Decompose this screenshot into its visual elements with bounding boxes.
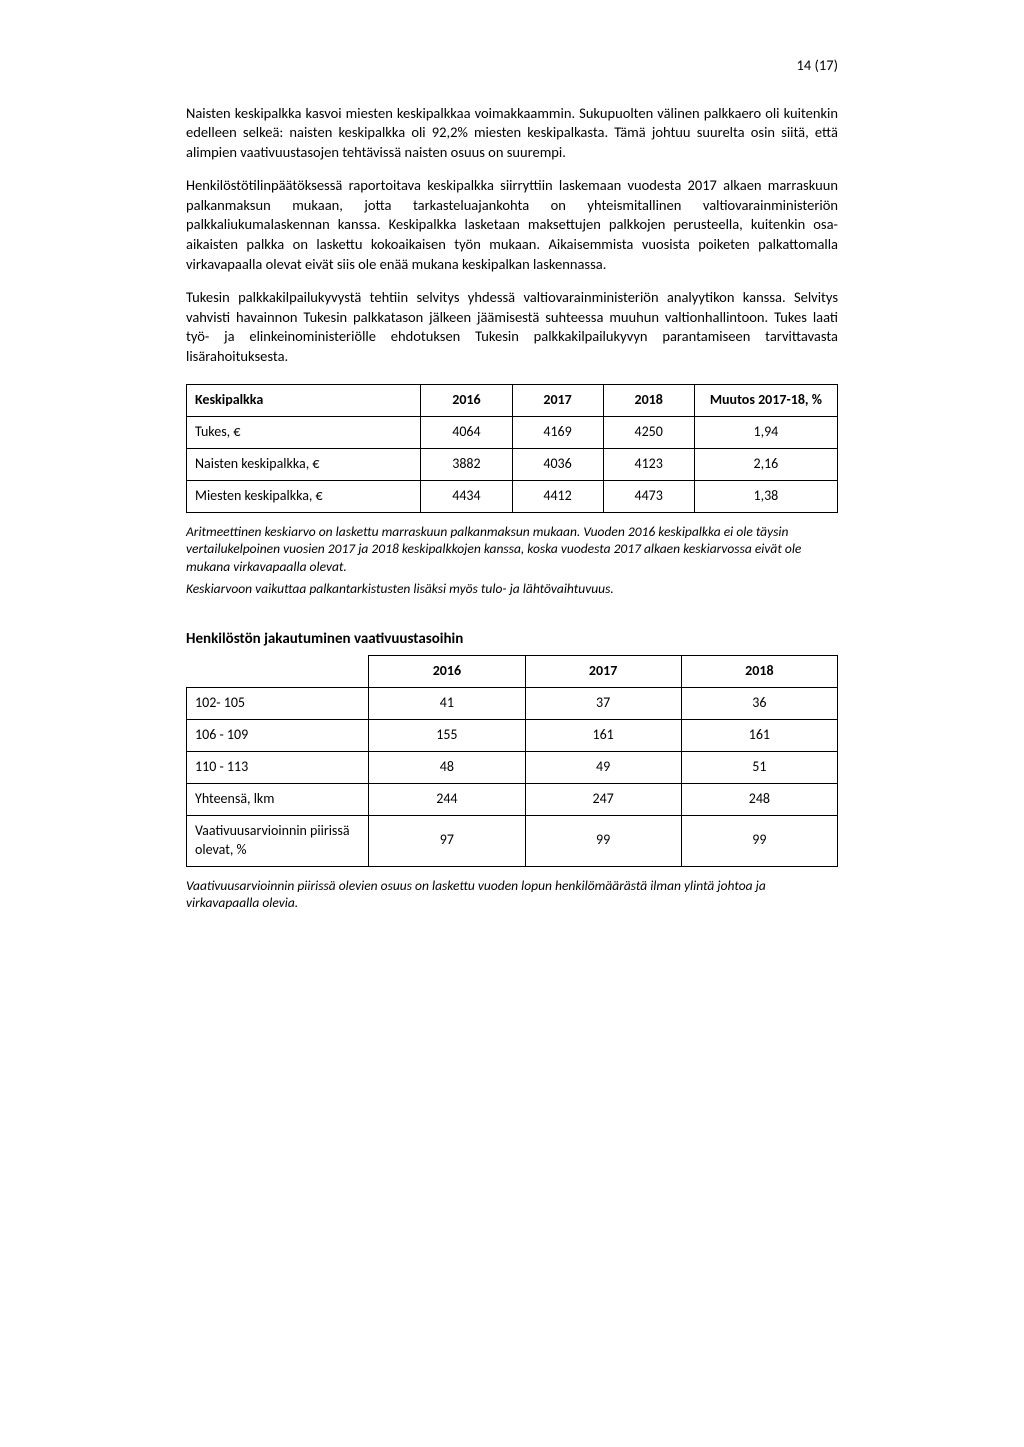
col-header: 2017: [525, 656, 681, 688]
cell-value: 4412: [512, 480, 603, 512]
col-header-blank: [187, 656, 369, 688]
col-header: 2017: [512, 385, 603, 417]
cell-label: Vaativuusarvioinnin piirissä olevat, %: [187, 815, 369, 866]
cell-value: 99: [681, 815, 837, 866]
table-vaativuustasot: 2016 2017 2018 102- 105 41 37 36 106 - 1…: [186, 655, 838, 866]
cell-value: 1,38: [694, 480, 837, 512]
table-row: 102- 105 41 37 36: [187, 688, 838, 720]
cell-value: 99: [525, 815, 681, 866]
cell-value: 1,94: [694, 417, 837, 449]
table-row: Miesten keskipalkka, € 4434 4412 4473 1,…: [187, 480, 838, 512]
cell-value: 161: [681, 720, 837, 752]
paragraph-3: Tukesin palkkakilpailukyvystä tehtiin se…: [186, 288, 838, 366]
cell-value: 3882: [421, 449, 512, 481]
cell-value: 97: [369, 815, 525, 866]
cell-value: 4250: [603, 417, 694, 449]
cell-value: 247: [525, 783, 681, 815]
cell-value: 41: [369, 688, 525, 720]
cell-value: 4036: [512, 449, 603, 481]
cell-value: 51: [681, 751, 837, 783]
cell-label: Miesten keskipalkka, €: [187, 480, 421, 512]
table-row: Tukes, € 4064 4169 4250 1,94: [187, 417, 838, 449]
cell-value: 4169: [512, 417, 603, 449]
cell-label: 102- 105: [187, 688, 369, 720]
cell-value: 4064: [421, 417, 512, 449]
cell-value: 49: [525, 751, 681, 783]
col-header: Keskipalkka: [187, 385, 421, 417]
table-row: Yhteensä, lkm 244 247 248: [187, 783, 838, 815]
cell-value: 2,16: [694, 449, 837, 481]
col-header: 2016: [369, 656, 525, 688]
table-row: 110 - 113 48 49 51: [187, 751, 838, 783]
table-header-row: 2016 2017 2018: [187, 656, 838, 688]
cell-label: 106 - 109: [187, 720, 369, 752]
col-header: 2018: [681, 656, 837, 688]
table1-note-2: Keskiarvoon vaikuttaa palkantarkistusten…: [186, 580, 838, 598]
cell-value: 4434: [421, 480, 512, 512]
section-title-vaativuus: Henkilöstön jakautuminen vaativuustasoih…: [186, 629, 838, 649]
table-row: Naisten keskipalkka, € 3882 4036 4123 2,…: [187, 449, 838, 481]
cell-label: Naisten keskipalkka, €: [187, 449, 421, 481]
cell-value: 161: [525, 720, 681, 752]
paragraph-1: Naisten keskipalkka kasvoi miesten keski…: [186, 104, 838, 163]
cell-value: 244: [369, 783, 525, 815]
cell-value: 4473: [603, 480, 694, 512]
table-row: Vaativuusarvioinnin piirissä olevat, % 9…: [187, 815, 838, 866]
table-row: 106 - 109 155 161 161: [187, 720, 838, 752]
col-header: 2016: [421, 385, 512, 417]
col-header: Muutos 2017-18, %: [694, 385, 837, 417]
cell-label: Yhteensä, lkm: [187, 783, 369, 815]
table-keskipalkka: Keskipalkka 2016 2017 2018 Muutos 2017-1…: [186, 384, 838, 513]
cell-value: 4123: [603, 449, 694, 481]
cell-value: 36: [681, 688, 837, 720]
cell-label: 110 - 113: [187, 751, 369, 783]
cell-value: 248: [681, 783, 837, 815]
cell-value: 155: [369, 720, 525, 752]
cell-value: 48: [369, 751, 525, 783]
table-header-row: Keskipalkka 2016 2017 2018 Muutos 2017-1…: [187, 385, 838, 417]
table2-note-1: Vaativuusarvioinnin piirissä olevien osu…: [186, 877, 838, 912]
page-number: 14 (17): [186, 56, 838, 76]
cell-value: 37: [525, 688, 681, 720]
table1-note-1: Aritmeettinen keskiarvo on laskettu marr…: [186, 523, 838, 576]
col-header: 2018: [603, 385, 694, 417]
cell-label: Tukes, €: [187, 417, 421, 449]
paragraph-2: Henkilöstötilinpäätöksessä raportoitava …: [186, 176, 838, 274]
